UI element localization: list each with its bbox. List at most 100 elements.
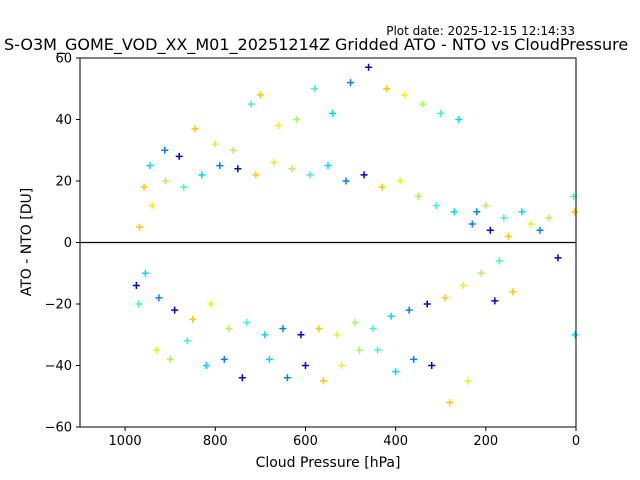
data-point <box>315 325 323 333</box>
data-point <box>473 208 481 216</box>
data-point <box>387 312 395 320</box>
data-point <box>207 300 215 308</box>
data-point <box>162 177 170 185</box>
data-point <box>414 192 422 200</box>
data-point <box>324 162 332 170</box>
data-point <box>369 325 377 333</box>
data-point <box>132 282 140 290</box>
data-point <box>270 159 278 167</box>
y-tick-label: −40 <box>45 359 72 374</box>
data-point <box>301 362 309 369</box>
data-point <box>256 91 264 99</box>
data-point <box>360 171 368 179</box>
scatter-points <box>132 63 579 406</box>
data-point <box>441 294 449 302</box>
data-point <box>292 116 300 123</box>
data-point <box>374 346 382 354</box>
data-point <box>310 85 318 93</box>
x-tick-label: 800 <box>203 434 228 449</box>
data-point <box>183 337 191 345</box>
data-point <box>243 318 251 326</box>
y-tick-label: −20 <box>45 298 72 313</box>
data-point <box>491 297 499 305</box>
data-point <box>148 202 156 210</box>
data-point <box>136 223 144 231</box>
data-point <box>509 288 517 296</box>
data-point <box>166 355 174 363</box>
data-point <box>432 202 440 210</box>
data-point <box>191 125 199 133</box>
data-point <box>319 377 327 385</box>
data-point <box>410 355 418 363</box>
data-point <box>274 122 282 130</box>
y-axis-label: ATO - NTO [DU] <box>19 187 35 297</box>
data-point <box>229 146 237 154</box>
data-point <box>347 79 355 87</box>
data-point <box>396 177 404 185</box>
y-tick-label: 40 <box>55 113 72 128</box>
data-point <box>252 171 260 179</box>
y-tick-label: 60 <box>55 52 72 67</box>
data-point <box>365 63 373 71</box>
data-point <box>405 306 413 314</box>
data-point <box>333 331 341 339</box>
x-tick-label: 0 <box>572 434 580 449</box>
data-point <box>161 146 169 154</box>
y-tick-label: −60 <box>45 421 72 436</box>
data-point <box>247 100 255 108</box>
data-point <box>455 116 463 123</box>
data-point <box>135 300 143 308</box>
x-tick-label: 1000 <box>109 434 142 449</box>
x-tick-label: 600 <box>293 434 318 449</box>
y-tick-label: 20 <box>55 175 72 190</box>
data-point <box>536 226 544 234</box>
data-point <box>198 171 206 179</box>
data-point <box>261 331 269 339</box>
data-point <box>477 269 485 277</box>
data-point <box>180 183 188 191</box>
data-point <box>450 208 458 216</box>
data-point <box>571 208 579 216</box>
data-point <box>468 220 476 228</box>
data-point <box>423 300 431 308</box>
data-point <box>338 362 346 369</box>
data-point <box>504 232 512 240</box>
data-point <box>238 374 246 382</box>
data-point <box>155 294 163 302</box>
data-point <box>225 325 233 333</box>
data-point <box>401 91 409 99</box>
x-tick-label: 400 <box>383 434 408 449</box>
data-point <box>554 254 562 262</box>
data-point <box>146 162 154 170</box>
data-point <box>545 214 553 222</box>
y-tick-label: 0 <box>64 236 72 251</box>
data-point <box>153 346 161 354</box>
data-point <box>234 165 242 173</box>
data-point <box>279 325 287 333</box>
data-point <box>351 318 359 326</box>
data-point <box>378 183 386 191</box>
data-point <box>141 269 149 277</box>
data-point <box>383 85 391 93</box>
data-point <box>297 331 305 339</box>
data-point <box>171 306 179 314</box>
data-point <box>392 368 400 376</box>
data-point <box>306 171 314 179</box>
data-point <box>288 165 296 173</box>
data-point <box>329 109 337 117</box>
data-point <box>527 220 535 228</box>
data-point <box>189 315 197 323</box>
data-point <box>342 177 350 185</box>
data-point <box>175 152 183 160</box>
data-point <box>283 374 291 382</box>
data-point <box>571 331 579 339</box>
data-point <box>486 226 494 234</box>
chart-title: S-O3M_GOME_VOD_XX_M01_20251214Z Gridded … <box>4 35 629 54</box>
data-point <box>265 355 273 363</box>
data-point <box>140 183 148 191</box>
data-point <box>356 346 364 354</box>
plot-date-text: Plot date: 2025-12-15 12:14:33 <box>386 24 575 38</box>
data-point <box>464 377 472 385</box>
data-point <box>500 214 508 222</box>
